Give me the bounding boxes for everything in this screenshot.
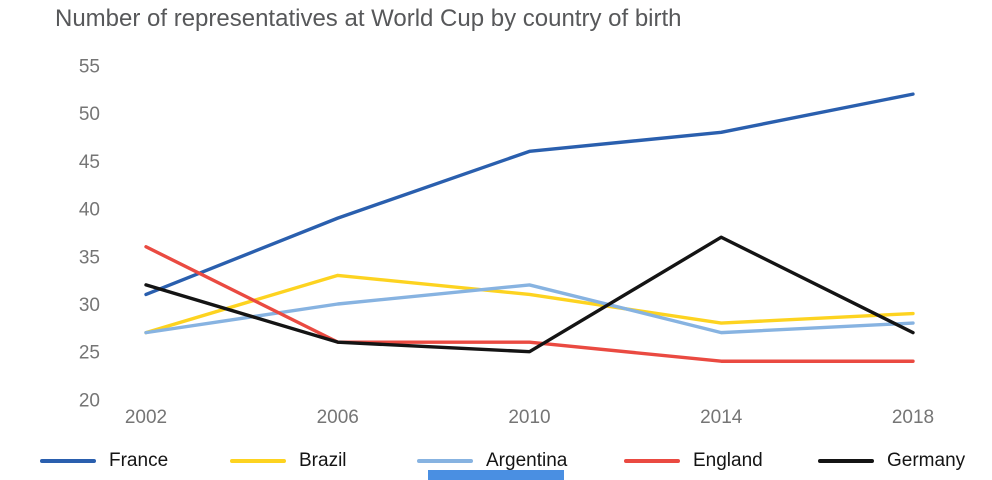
legend-label: Germany bbox=[887, 450, 966, 471]
legend-item-france[interactable]: France bbox=[40, 448, 168, 474]
plot-area: 20 25 30 35 40 45 50 55 2002 2006 2010 2014 2018 bbox=[79, 57, 934, 429]
y-tick-label: 20 bbox=[79, 390, 100, 411]
series-line-germany bbox=[144, 235, 915, 354]
scrollbar-thumb[interactable] bbox=[428, 470, 564, 480]
y-tick-label: 55 bbox=[79, 57, 100, 78]
series-line-france bbox=[144, 92, 915, 297]
legend-label: Brazil bbox=[299, 450, 347, 471]
legend-line-swatch bbox=[230, 459, 286, 463]
y-tick-label: 25 bbox=[79, 343, 100, 364]
legend-item-argentina[interactable]: Argentina bbox=[417, 448, 567, 474]
legend-item-brazil[interactable]: Brazil bbox=[230, 448, 347, 474]
legend-line-swatch bbox=[818, 459, 874, 463]
series-line-brazil bbox=[144, 273, 915, 335]
legend-item-germany[interactable]: Germany bbox=[818, 448, 965, 474]
legend-item-england[interactable]: England bbox=[624, 448, 763, 474]
chart-title: Number of representatives at World Cup b… bbox=[55, 5, 682, 32]
legend-label: Argentina bbox=[486, 450, 568, 471]
legend-line-swatch bbox=[417, 459, 473, 463]
legend-label: France bbox=[109, 450, 169, 471]
legend-line-swatch bbox=[624, 459, 680, 463]
y-tick-label: 50 bbox=[79, 104, 100, 125]
series-line-argentina bbox=[144, 283, 915, 335]
x-tick-label: 2010 bbox=[508, 407, 550, 428]
x-tick-label: 2006 bbox=[317, 407, 359, 428]
y-tick-label: 35 bbox=[79, 247, 100, 268]
x-tick-label: 2002 bbox=[125, 407, 167, 428]
legend: France Brazil Argentina England Germany bbox=[0, 448, 992, 476]
legend-line-swatch bbox=[40, 459, 96, 463]
x-tick-label: 2018 bbox=[892, 407, 934, 428]
series-line-england bbox=[144, 245, 915, 363]
y-tick-label: 30 bbox=[79, 295, 100, 316]
x-tick-label: 2014 bbox=[700, 407, 743, 428]
y-tick-label: 45 bbox=[79, 152, 100, 173]
legend-label: England bbox=[693, 450, 763, 471]
y-tick-label: 40 bbox=[79, 200, 100, 221]
